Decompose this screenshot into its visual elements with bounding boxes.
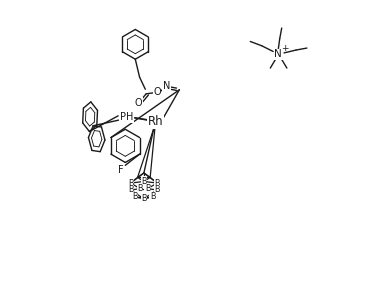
- Text: B: B: [132, 192, 138, 201]
- Text: F: F: [117, 165, 123, 175]
- Text: B: B: [137, 184, 143, 193]
- Text: N: N: [163, 81, 170, 91]
- Text: O: O: [153, 87, 161, 97]
- Text: B: B: [150, 192, 156, 201]
- Text: B: B: [128, 178, 134, 188]
- Text: O: O: [134, 98, 142, 108]
- Text: B: B: [141, 177, 147, 186]
- Text: N: N: [275, 49, 282, 59]
- Text: +: +: [281, 44, 288, 53]
- Text: B: B: [141, 194, 147, 203]
- Text: PH: PH: [120, 112, 134, 122]
- Text: B: B: [154, 178, 160, 188]
- Text: B: B: [145, 184, 151, 193]
- Text: B: B: [154, 185, 160, 194]
- Text: B: B: [128, 185, 134, 194]
- Text: Rh: Rh: [147, 115, 163, 128]
